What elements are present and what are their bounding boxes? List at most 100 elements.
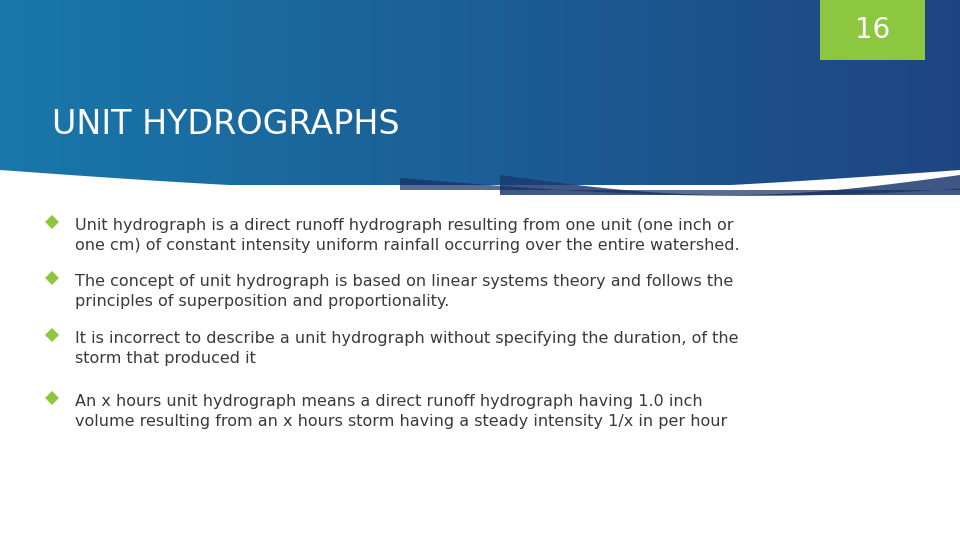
Polygon shape [45, 328, 59, 342]
Polygon shape [389, 0, 394, 185]
Polygon shape [125, 0, 130, 185]
Polygon shape [595, 0, 600, 185]
Polygon shape [926, 0, 931, 185]
Polygon shape [67, 0, 72, 185]
Polygon shape [19, 0, 24, 185]
Polygon shape [811, 0, 816, 185]
Polygon shape [605, 0, 610, 185]
Polygon shape [259, 0, 264, 185]
Polygon shape [898, 0, 902, 185]
Polygon shape [158, 0, 163, 185]
Polygon shape [518, 0, 523, 185]
Polygon shape [778, 0, 782, 185]
Polygon shape [293, 0, 298, 185]
Polygon shape [662, 0, 667, 185]
Polygon shape [643, 0, 648, 185]
Polygon shape [288, 0, 293, 185]
Polygon shape [96, 0, 101, 185]
Polygon shape [931, 0, 936, 185]
Polygon shape [120, 0, 125, 185]
Polygon shape [216, 0, 221, 185]
Polygon shape [874, 0, 878, 185]
Polygon shape [178, 0, 182, 185]
Polygon shape [173, 0, 178, 185]
Polygon shape [86, 0, 91, 185]
Polygon shape [500, 175, 960, 195]
Polygon shape [53, 0, 58, 185]
Polygon shape [883, 0, 888, 185]
Polygon shape [350, 0, 355, 185]
Polygon shape [14, 0, 19, 185]
Polygon shape [45, 215, 59, 229]
Polygon shape [437, 0, 442, 185]
Polygon shape [485, 0, 490, 185]
Polygon shape [864, 0, 869, 185]
Polygon shape [365, 0, 370, 185]
Polygon shape [149, 0, 154, 185]
Polygon shape [586, 0, 590, 185]
Polygon shape [682, 0, 686, 185]
Polygon shape [768, 0, 773, 185]
Polygon shape [82, 0, 86, 185]
Polygon shape [413, 0, 418, 185]
Polygon shape [893, 0, 898, 185]
Polygon shape [403, 0, 408, 185]
Polygon shape [797, 0, 802, 185]
Polygon shape [154, 0, 158, 185]
Polygon shape [854, 0, 859, 185]
Polygon shape [317, 0, 322, 185]
Polygon shape [331, 0, 336, 185]
Polygon shape [360, 0, 365, 185]
Polygon shape [58, 0, 62, 185]
Polygon shape [557, 0, 562, 185]
Polygon shape [691, 0, 696, 185]
Polygon shape [283, 0, 288, 185]
Polygon shape [240, 0, 245, 185]
Polygon shape [936, 0, 941, 185]
Polygon shape [922, 0, 926, 185]
Polygon shape [624, 0, 629, 185]
Polygon shape [619, 0, 624, 185]
FancyBboxPatch shape [820, 0, 925, 60]
Polygon shape [528, 0, 533, 185]
Polygon shape [480, 0, 485, 185]
Polygon shape [274, 0, 278, 185]
Polygon shape [226, 0, 230, 185]
Polygon shape [869, 0, 874, 185]
Text: It is incorrect to describe a unit hydrograph without specifying the duration, o: It is incorrect to describe a unit hydro… [75, 331, 738, 367]
Polygon shape [912, 0, 917, 185]
Polygon shape [888, 0, 893, 185]
Polygon shape [101, 0, 106, 185]
Polygon shape [763, 0, 768, 185]
Polygon shape [10, 0, 14, 185]
Polygon shape [278, 0, 283, 185]
Polygon shape [29, 0, 34, 185]
Polygon shape [816, 0, 821, 185]
Polygon shape [734, 0, 739, 185]
Polygon shape [744, 0, 749, 185]
Polygon shape [211, 0, 216, 185]
FancyBboxPatch shape [820, 0, 925, 10]
Polygon shape [264, 0, 269, 185]
Polygon shape [533, 0, 538, 185]
Polygon shape [946, 0, 950, 185]
Polygon shape [710, 0, 715, 185]
Polygon shape [590, 0, 595, 185]
Polygon shape [514, 0, 518, 185]
Polygon shape [72, 0, 77, 185]
Polygon shape [245, 0, 250, 185]
Polygon shape [24, 0, 29, 185]
Polygon shape [629, 0, 634, 185]
Polygon shape [950, 0, 955, 185]
Polygon shape [749, 0, 754, 185]
Polygon shape [43, 0, 48, 185]
Polygon shape [451, 0, 456, 185]
Polygon shape [374, 0, 379, 185]
Polygon shape [830, 0, 835, 185]
Polygon shape [192, 0, 197, 185]
Polygon shape [739, 0, 744, 185]
Polygon shape [442, 0, 446, 185]
Polygon shape [509, 0, 514, 185]
Polygon shape [398, 0, 403, 185]
Polygon shape [422, 0, 427, 185]
